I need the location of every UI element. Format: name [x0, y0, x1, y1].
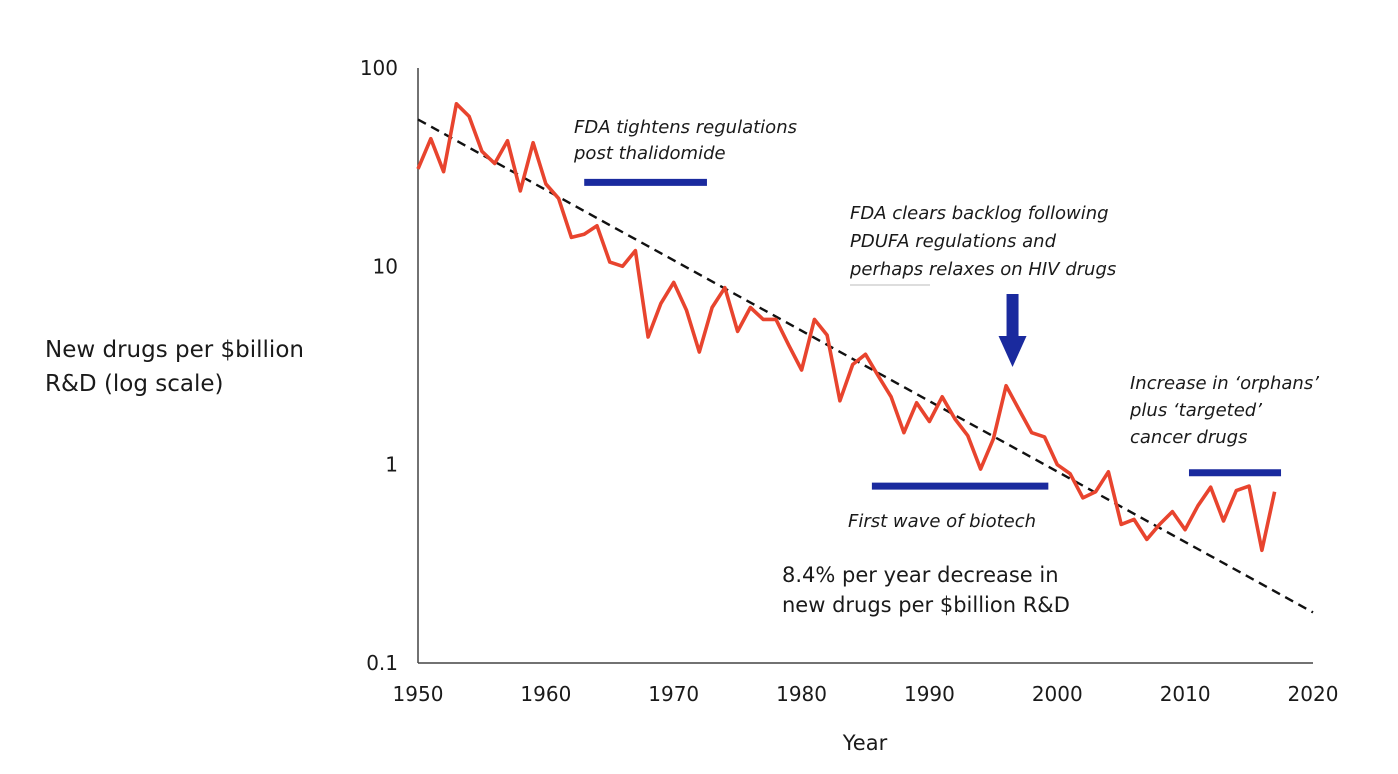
fda-tightens-line-1: FDA tightens regulations: [574, 117, 797, 138]
fda-tightens-line-2: post thalidomide: [573, 143, 726, 164]
x-tick-label: 1990: [904, 682, 955, 706]
orphans-line-3: cancer drugs: [1130, 427, 1247, 448]
x-tick-label: 1950: [393, 682, 444, 706]
down-arrow-icon: [998, 294, 1027, 367]
fda-clears-line-2: PDUFA regulations and: [850, 231, 1057, 252]
x-tick-label: 2000: [1032, 682, 1083, 706]
x-tick-label: 1960: [520, 682, 571, 706]
fda-clears-line-3: perhaps relaxes on HIV drugs: [849, 259, 1116, 280]
x-tick-label: 2020: [1288, 682, 1339, 706]
orphans-line-1: Increase in ‘orphans’: [1130, 373, 1319, 394]
y-tick-label: 10: [373, 254, 398, 278]
x-axis-label: Year: [842, 731, 888, 755]
y-tick-labels: 0.1 1 10 100: [360, 56, 398, 675]
biotech-label: First wave of biotech: [848, 511, 1036, 532]
y-tick-label: 100: [360, 56, 398, 80]
orphans-line-2: plus ‘targeted’: [1129, 400, 1262, 421]
decrease-line-1: 8.4% per year decrease in: [782, 563, 1059, 587]
trend-line: [417, 118, 1314, 614]
series-line: [416, 102, 1277, 553]
y-tick-label: 1: [385, 453, 398, 477]
y-axis-label-line-2: R&D (log scale): [45, 371, 224, 397]
decrease-line-2: new drugs per $billion R&D: [782, 593, 1070, 617]
x-tick-label: 1980: [776, 682, 827, 706]
y-tick-label: 0.1: [366, 651, 398, 675]
x-tick-label: 1970: [648, 682, 699, 706]
fda-clears-line-1: FDA clears backlog following: [850, 203, 1109, 224]
x-tick-label: 2010: [1160, 682, 1211, 706]
y-axis-label-line-1: New drugs per $billion: [45, 337, 304, 363]
x-tick-labels: 1950 1960 1970 1980 1990 2000 2010 2020: [393, 682, 1339, 706]
